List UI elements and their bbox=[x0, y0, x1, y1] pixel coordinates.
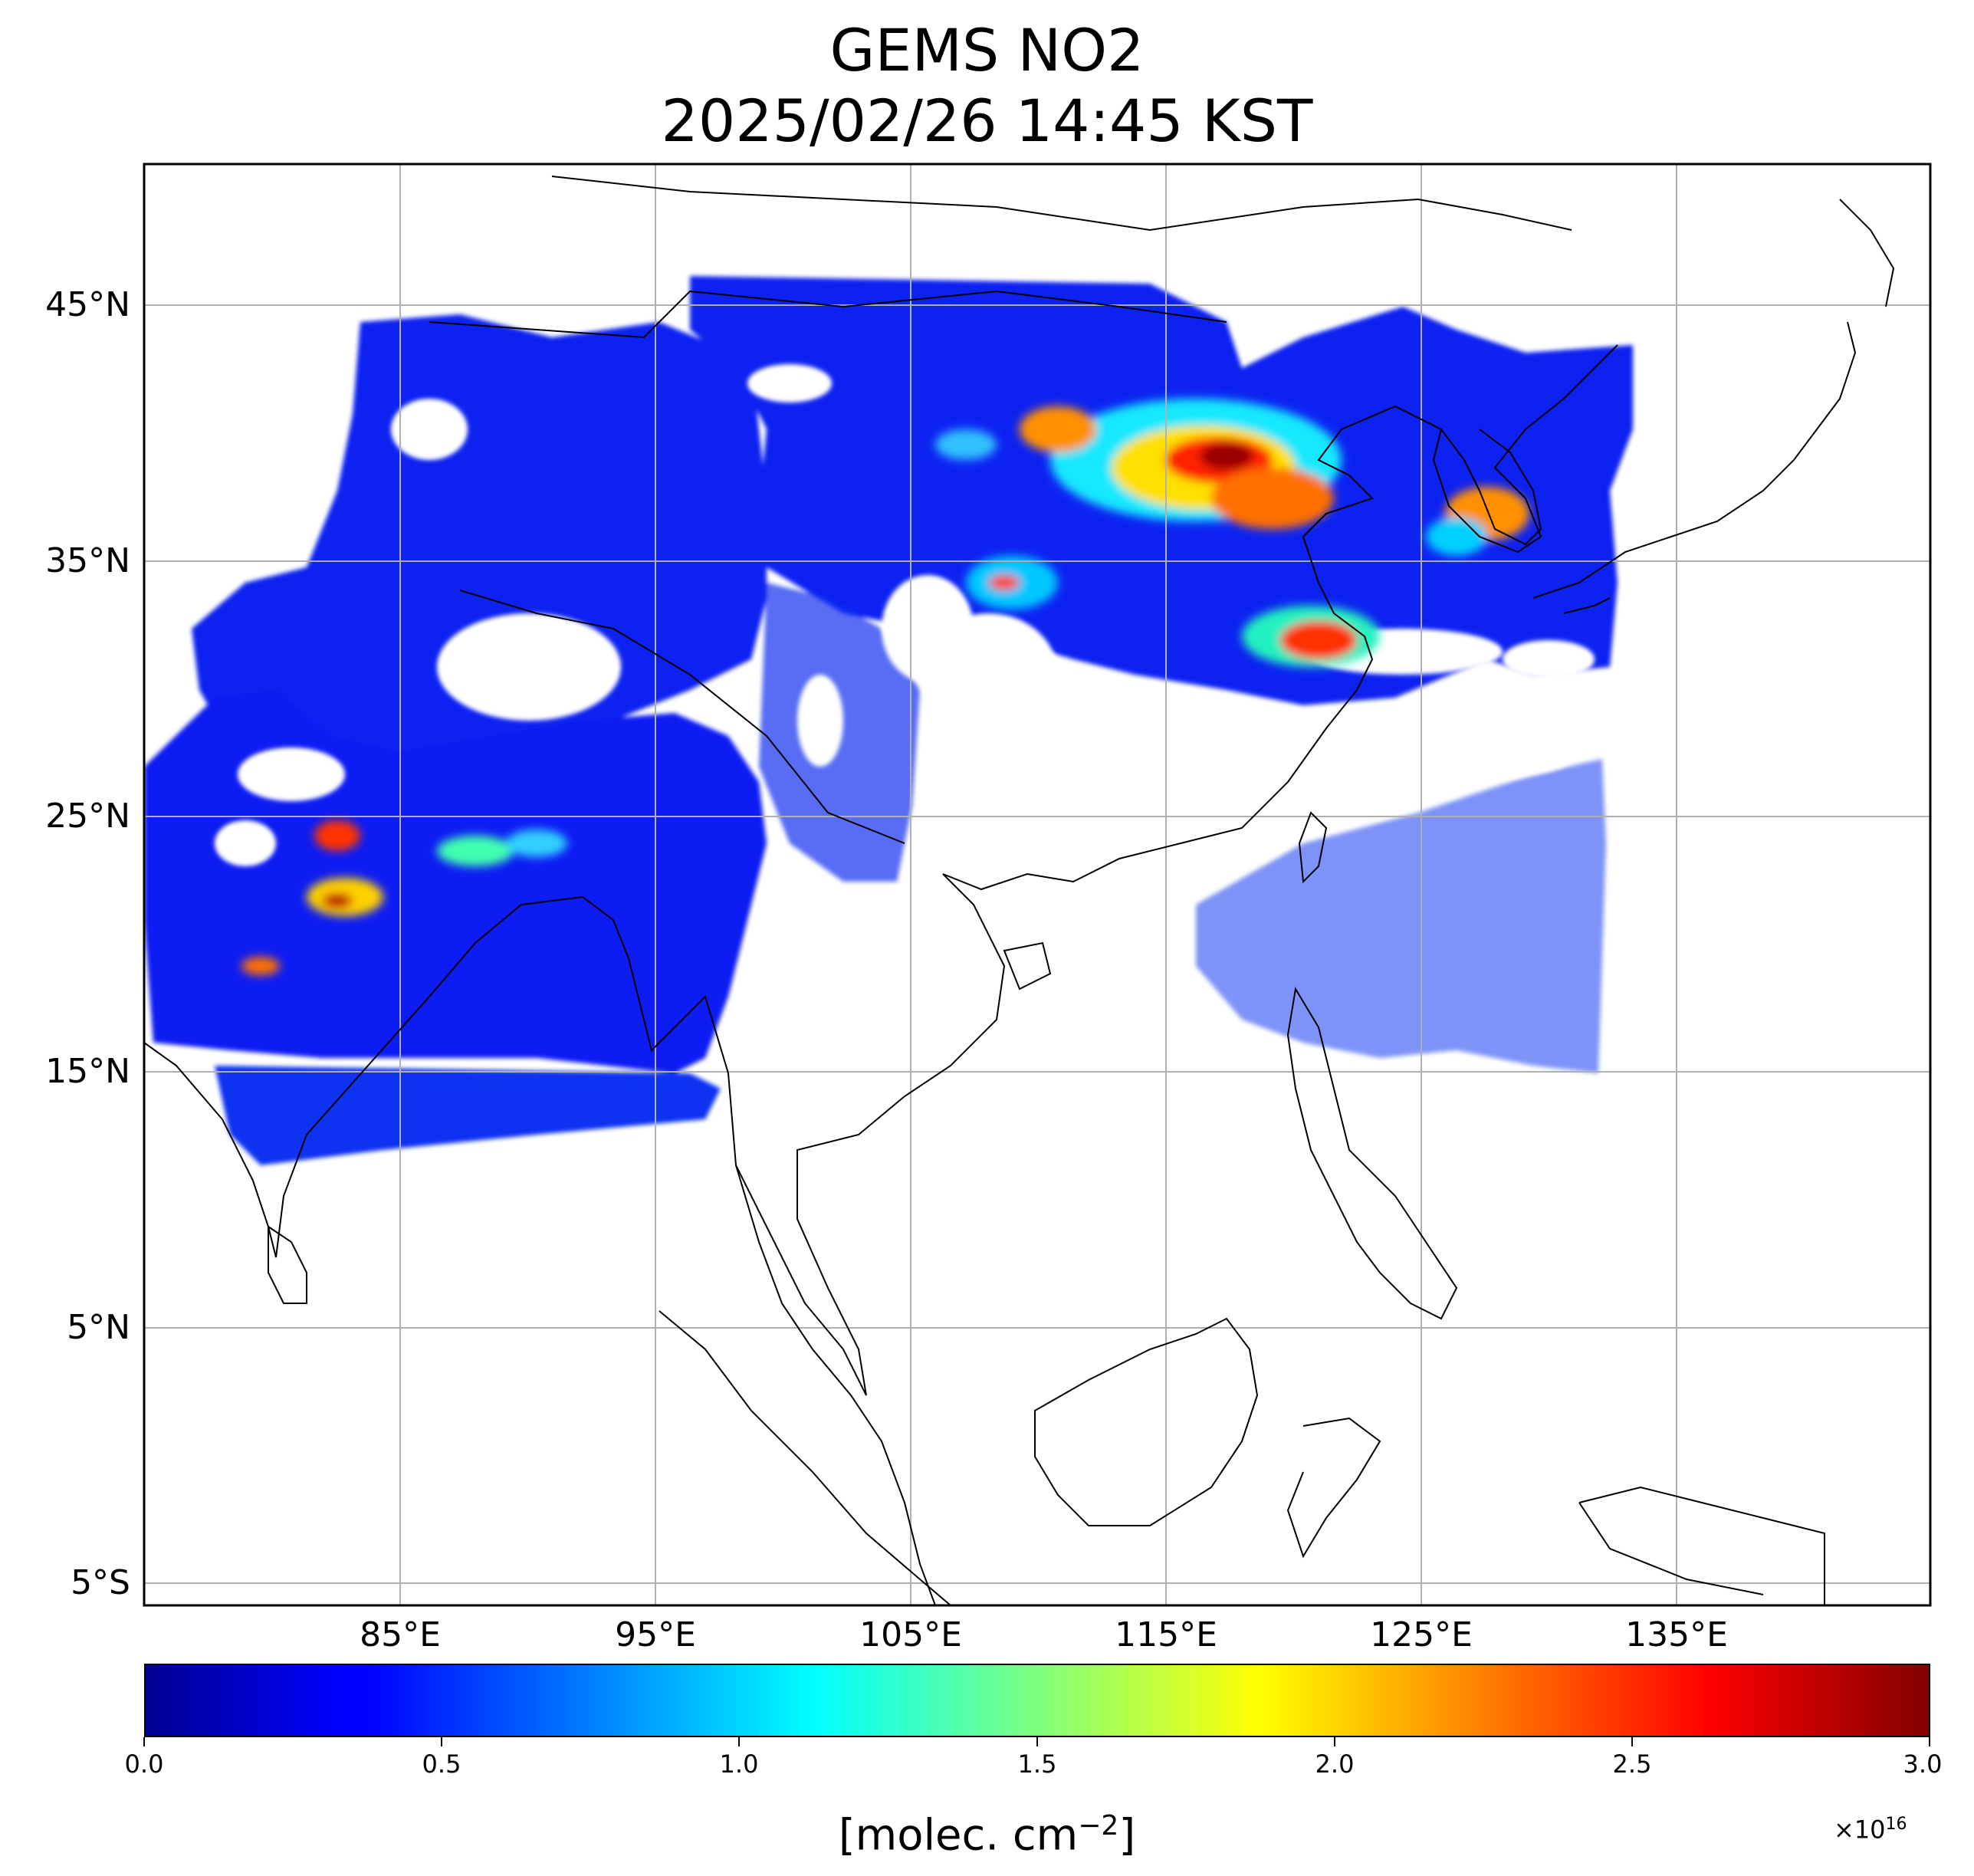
coast-korea bbox=[1440, 429, 1542, 546]
coastlines bbox=[144, 176, 1895, 1605]
colorbar-tick bbox=[441, 1737, 442, 1746]
colorbar-tick-label: 2.0 bbox=[1315, 1750, 1355, 1779]
coast-new-guinea bbox=[1578, 1486, 1825, 1605]
lon-tick-label: 85°E bbox=[360, 1615, 441, 1654]
colorbar-tick-label: 0.0 bbox=[124, 1750, 164, 1779]
coast-hainan bbox=[1003, 941, 1052, 991]
no2-field-india bbox=[144, 690, 767, 1073]
colorbar-gradient bbox=[144, 1664, 1930, 1737]
lon-tick-label: 95°E bbox=[615, 1615, 696, 1654]
map-frame bbox=[143, 163, 1932, 1607]
colorbar-tick bbox=[1929, 1737, 1930, 1746]
lon-tick-label: 105°E bbox=[859, 1615, 962, 1654]
no2-field-pacific bbox=[1196, 759, 1606, 1073]
lat-tick-label: 35°N bbox=[45, 541, 130, 580]
lon-tick-label: 125°E bbox=[1370, 1615, 1473, 1654]
colorbar-tick bbox=[1334, 1737, 1335, 1746]
no2-field-bay-bengal bbox=[215, 1066, 721, 1165]
coast-sulawesi bbox=[1286, 1417, 1381, 1559]
colorbar-tick bbox=[143, 1737, 145, 1746]
lat-tick-label: 45°N bbox=[45, 285, 130, 324]
coast-taiwan bbox=[1298, 811, 1328, 884]
border-china bbox=[429, 290, 1227, 844]
colorbar-unit-label: [molec. cm−2] bbox=[838, 1810, 1136, 1861]
lat-tick-label: 5°N bbox=[67, 1308, 130, 1347]
coast-sri-lanka bbox=[268, 1225, 307, 1304]
coast-malay-peninsula bbox=[735, 1165, 936, 1605]
colorbar-tick-label: 2.5 bbox=[1612, 1750, 1652, 1779]
colorbar-tick-label: 0.5 bbox=[422, 1750, 461, 1779]
colorbar-tick bbox=[1036, 1737, 1038, 1746]
lat-tick-label: 15°N bbox=[45, 1052, 130, 1091]
colorbar-scale-factor: ×1016 bbox=[1834, 1815, 1907, 1845]
coast-sumatra bbox=[659, 1310, 951, 1605]
coast-philippines bbox=[1286, 987, 1458, 1320]
colorbar-tick bbox=[738, 1737, 740, 1746]
coast-japan bbox=[1532, 199, 1895, 614]
colorbar-tick-label: 3.0 bbox=[1903, 1750, 1943, 1779]
no2-data-layer bbox=[144, 276, 1633, 1165]
coast-mainland-asia bbox=[144, 344, 1618, 1396]
no2-hotspots bbox=[241, 399, 1529, 975]
colorbar-tick-label: 1.5 bbox=[1017, 1750, 1057, 1779]
no2-field-tibet bbox=[192, 314, 767, 759]
map-title: GEMS NO2 bbox=[829, 16, 1145, 84]
lat-tick-label: 25°N bbox=[45, 797, 130, 836]
lon-tick-label: 115°E bbox=[1115, 1615, 1217, 1654]
graticule bbox=[144, 164, 1930, 1605]
border-mongolia bbox=[551, 176, 1572, 232]
lat-tick-label: 5°S bbox=[71, 1563, 130, 1602]
colorbar-tick bbox=[1631, 1737, 1633, 1746]
map-timestamp: 2025/02/26 14:45 KST bbox=[661, 87, 1313, 155]
colorbar-tick-label: 1.0 bbox=[719, 1750, 759, 1779]
colorbar bbox=[144, 1664, 1930, 1737]
lon-tick-label: 135°E bbox=[1625, 1615, 1728, 1654]
coast-borneo bbox=[1034, 1317, 1259, 1526]
